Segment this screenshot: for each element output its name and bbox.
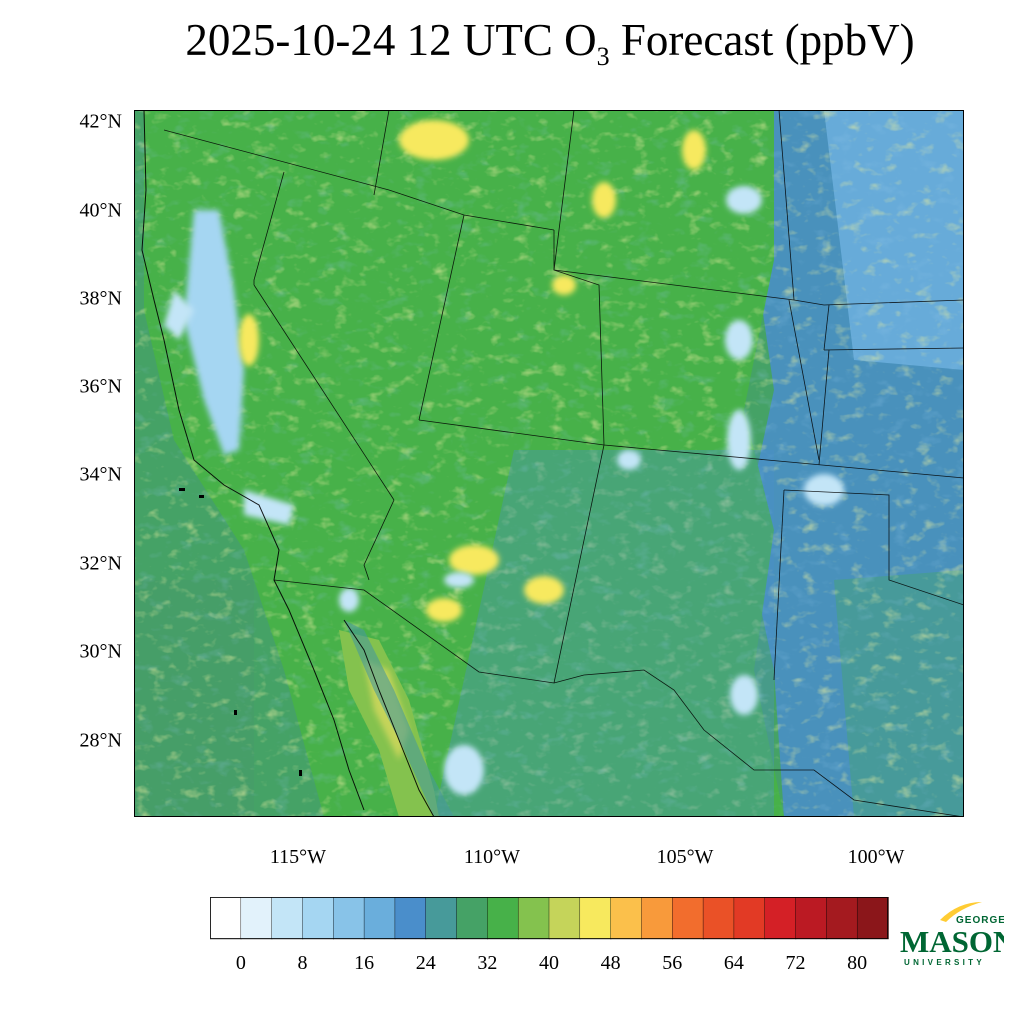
colorbar-label: 8 xyxy=(297,952,308,974)
colorbar-swatch xyxy=(394,897,427,940)
lon-label: 110°W xyxy=(463,846,521,868)
colorbar-label: 48 xyxy=(600,952,621,974)
colorbar-swatch xyxy=(672,897,704,940)
lat-label: 30°N xyxy=(79,640,122,663)
colorbar-label: 0 xyxy=(235,952,246,974)
colorbar xyxy=(210,897,889,940)
colorbar-swatch xyxy=(456,897,489,940)
colorbar-swatch xyxy=(271,897,304,940)
george-mason-logo: GEORGE MASON UNIVERSITY xyxy=(900,902,1004,967)
colorbar-label: 32 xyxy=(477,952,498,974)
colorbar-swatch xyxy=(302,897,334,940)
colorbar-swatch xyxy=(363,897,396,940)
colorbar-swatch xyxy=(240,897,273,940)
colorbar-swatch xyxy=(795,897,828,940)
ozone-forecast-map xyxy=(134,110,964,817)
colorbar-swatch xyxy=(702,897,735,940)
lat-label: 40°N xyxy=(79,199,122,222)
svg-text:GEORGE: GEORGE xyxy=(956,915,1004,926)
lon-label: 100°W xyxy=(847,846,905,868)
colorbar-swatch xyxy=(425,897,458,940)
colorbar-label: 80 xyxy=(847,952,868,974)
colorbar-label: 24 xyxy=(415,952,436,974)
svg-text:UNIVERSITY: UNIVERSITY xyxy=(904,958,985,967)
colorbar-swatch xyxy=(826,897,858,940)
colorbar-swatch xyxy=(579,897,612,940)
colorbar-label: 72 xyxy=(785,952,806,974)
lat-label: 36°N xyxy=(79,375,122,398)
colorbar-swatch xyxy=(548,897,581,940)
lat-label: 42°N xyxy=(79,110,122,133)
lat-label: 28°N xyxy=(79,729,122,752)
colorbar-swatch xyxy=(856,897,889,940)
colorbar-label: 40 xyxy=(539,952,559,974)
map-title: 2025-10-24 12 UTC O3 Forecast (ppbV) xyxy=(185,15,915,71)
colorbar-swatch xyxy=(610,897,643,940)
lat-label: 32°N xyxy=(79,552,122,575)
lon-label: 105°W xyxy=(656,846,714,868)
lon-label: 115°W xyxy=(269,846,327,868)
colorbar-swatch xyxy=(210,897,242,940)
colorbar-swatch xyxy=(517,897,550,940)
colorbar-swatch xyxy=(487,897,519,940)
colorbar-label: 56 xyxy=(662,952,683,974)
colorbar-swatch xyxy=(733,897,766,940)
lat-label: 38°N xyxy=(79,287,122,310)
colorbar-label: 64 xyxy=(723,952,744,974)
svg-text:MASON: MASON xyxy=(900,924,1004,959)
colorbar-swatch xyxy=(764,897,797,940)
lat-label: 34°N xyxy=(79,463,122,486)
colorbar-swatch xyxy=(333,897,365,940)
colorbar-swatch xyxy=(641,897,673,940)
colorbar-label: 16 xyxy=(354,952,375,974)
